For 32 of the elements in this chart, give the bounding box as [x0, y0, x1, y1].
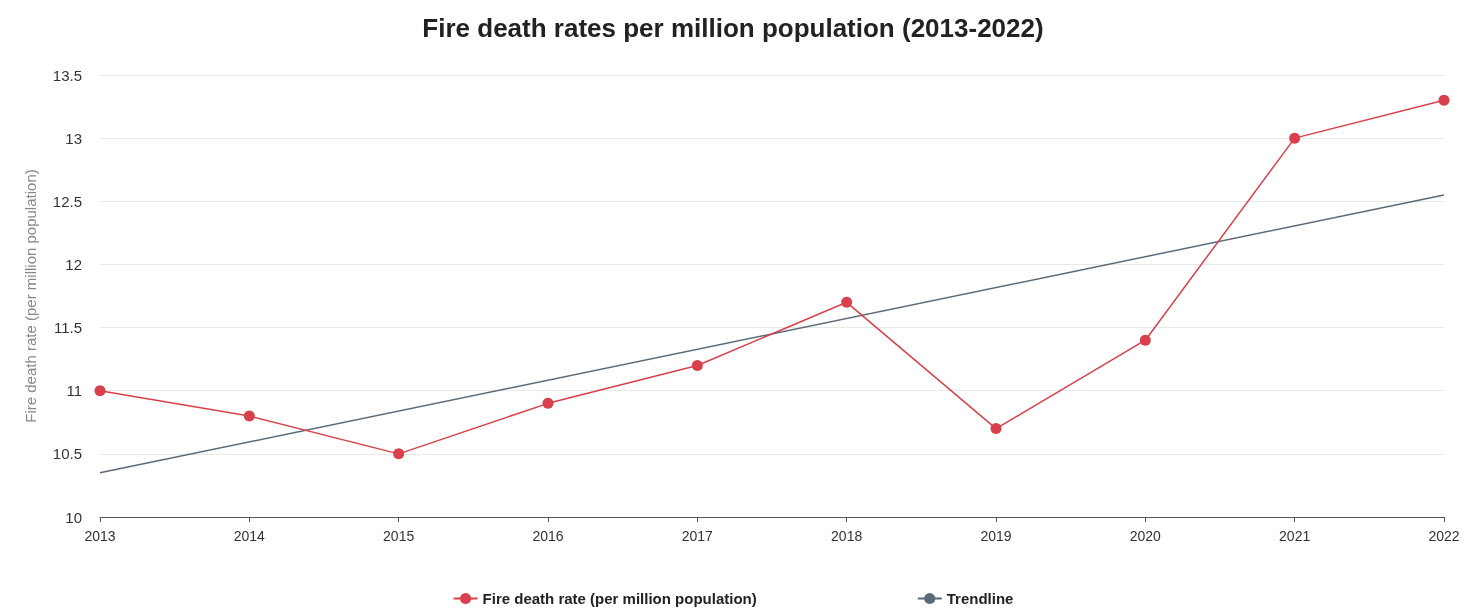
y-tick-label: 11.5: [53, 319, 82, 337]
point: [243, 410, 255, 422]
point: [841, 296, 853, 308]
y-tick-label: 12: [65, 255, 82, 273]
point: [691, 359, 703, 371]
x-tick-label: 2017: [681, 528, 714, 544]
point: [542, 397, 554, 409]
point: [393, 448, 405, 460]
x-tick-label: 2019: [980, 528, 1012, 544]
point: [94, 385, 106, 397]
y-tick-label: 10: [65, 508, 82, 526]
legend-label: Fire death rate (per million population): [482, 590, 757, 607]
chart-title: Fire death rates per million population (2013-2022): [422, 13, 1044, 43]
x-tick-label: 2013: [84, 528, 116, 544]
y-axis-title: Fire death rate (per million population): [22, 169, 39, 423]
y-tick-label: 13: [65, 129, 82, 147]
legend-label: Trendline: [946, 590, 1014, 607]
x-tick-label: 2021: [1279, 528, 1311, 544]
y-tick-label: 10.5: [52, 445, 82, 463]
point: [1139, 334, 1151, 346]
x-tick-label: 2016: [532, 528, 564, 544]
x-tick-label: 2022: [1428, 528, 1460, 544]
x-tick-label: 2020: [1129, 528, 1162, 544]
y-tick-label: 12.5: [52, 192, 82, 210]
point: [990, 423, 1002, 435]
point: [1289, 132, 1301, 144]
x-tick-label: 2015: [383, 528, 415, 544]
y-tick-label: 11: [66, 382, 82, 400]
x-tick-label: 2014: [233, 528, 266, 544]
y-tick-label: 13.5: [52, 66, 82, 84]
x-tick-label: 2018: [831, 528, 863, 544]
point: [1438, 94, 1450, 106]
